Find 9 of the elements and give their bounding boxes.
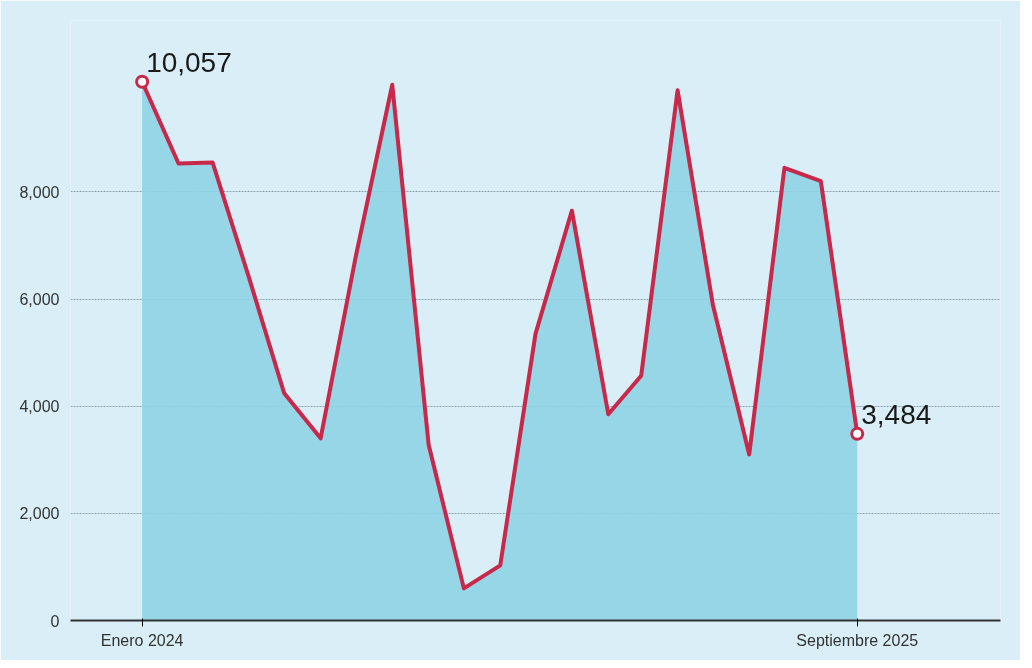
y-tick-label: 6,000	[19, 291, 60, 309]
x-tick-label: Enero 2024	[100, 631, 184, 649]
data-label: 3,484	[861, 398, 932, 430]
x-tick-label: Septiembre 2025	[796, 631, 919, 649]
y-tick-label: 4,000	[19, 398, 60, 416]
y-tick-label: 0	[50, 612, 60, 630]
y-tick-label: 8,000	[19, 183, 60, 201]
data-label: 10,057	[146, 46, 232, 78]
y-tick-label: 2,000	[19, 505, 60, 523]
